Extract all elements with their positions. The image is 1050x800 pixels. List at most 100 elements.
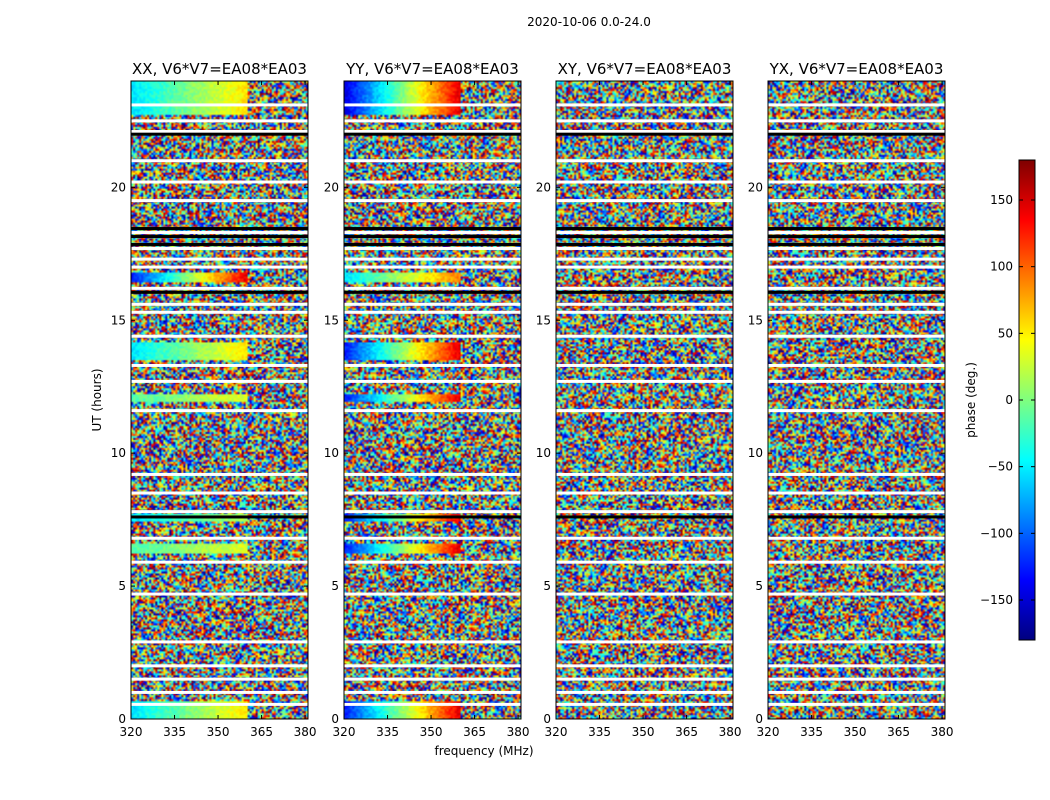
flagged-row [131, 132, 308, 136]
blank-row [131, 409, 308, 413]
panel-0: XX, V6*V7=EA08*EA03 320 335 350 365 380 0 5 10 15… [111, 60, 317, 739]
blank-row [344, 130, 521, 134]
blank-row [556, 702, 733, 706]
panel-2: XY, V6*V7=EA08*EA03 320 335 350 365 380 0 5 10 15… [536, 60, 742, 739]
blank-row [344, 310, 521, 314]
x-tick-label: 365 [675, 725, 698, 739]
colorbar-label: phase (deg.) [964, 362, 978, 438]
x-tick-label: 320 [120, 725, 143, 739]
blank-row [556, 640, 733, 644]
y-tick-label: 15 [111, 313, 126, 327]
panel-title: YY, V6*V7=EA08*EA03 [345, 60, 519, 78]
blank-row [768, 690, 945, 694]
blank-row [556, 409, 733, 413]
colorbar-tick-label: 100 [990, 260, 1013, 274]
y-tick-label: 0 [118, 712, 126, 726]
x-tick-label: 380 [931, 725, 954, 739]
flagged-row [131, 242, 308, 246]
blank-row [131, 257, 308, 261]
flagged-row [556, 515, 733, 519]
blank-row [344, 334, 521, 338]
y-tick-label: 10 [536, 446, 551, 460]
blank-row [131, 180, 308, 184]
blank-row [131, 592, 308, 596]
y-tick-label: 20 [536, 180, 551, 194]
colorbar-tick-label: 0 [1005, 393, 1013, 407]
x-tick-label: 350 [844, 725, 867, 739]
blank-row [131, 310, 308, 314]
blank-row [556, 246, 733, 250]
blank-row [131, 119, 308, 123]
blank-row [768, 409, 945, 413]
blank-row [556, 103, 733, 107]
blank-row [556, 130, 733, 134]
blank-row [131, 334, 308, 338]
colorbar-tick-label: −150 [980, 593, 1013, 607]
blank-row [556, 199, 733, 203]
colorbar-ticks: −150 −100 −50 0 50 100 150 [980, 193, 1035, 607]
flagged-row [556, 242, 733, 246]
blank-row [768, 536, 945, 540]
blank-row [768, 702, 945, 706]
blank-row [344, 409, 521, 413]
y-axis-label: UT (hours) [90, 368, 104, 431]
blank-row [768, 379, 945, 383]
y-tick-label: 20 [111, 180, 126, 194]
y-tick-label: 10 [111, 446, 126, 460]
blank-row [344, 302, 521, 306]
blank-row [768, 302, 945, 306]
panel-frame [343, 80, 522, 720]
panels: XX, V6*V7=EA08*EA03 320 335 350 365 380 0 5 10 15… [111, 60, 954, 739]
blank-row [768, 257, 945, 261]
flagged-row [131, 290, 308, 294]
blank-row [768, 677, 945, 681]
blank-row [768, 310, 945, 314]
x-tick-label: 320 [757, 725, 780, 739]
x-tick-label: 320 [333, 725, 356, 739]
flagged-row [131, 515, 308, 519]
blank-row [556, 592, 733, 596]
blank-row [556, 379, 733, 383]
blank-row [131, 103, 308, 107]
flagged-row [131, 227, 308, 231]
blank-row [131, 560, 308, 564]
phase-heatmap-image [556, 81, 733, 719]
blank-row [131, 702, 308, 706]
y-tick-label: 0 [543, 712, 551, 726]
y-tick-label: 0 [331, 712, 339, 726]
blank-row [556, 302, 733, 306]
blank-row [344, 180, 521, 184]
flagged-row [131, 235, 308, 239]
y-tick-label: 5 [118, 579, 126, 593]
blank-row [131, 199, 308, 203]
colorbar-tick-label: −100 [980, 526, 1013, 540]
y-tick-label: 10 [748, 446, 763, 460]
colorbar-tick-label: −50 [988, 460, 1013, 474]
x-tick-label: 350 [420, 725, 443, 739]
blank-row [344, 510, 521, 514]
blank-row [556, 536, 733, 540]
y-tick-label: 0 [755, 712, 763, 726]
flagged-row [344, 515, 521, 519]
blank-row [768, 664, 945, 668]
x-tick-label: 380 [294, 725, 317, 739]
blank-row [768, 265, 945, 269]
x-tick-label: 365 [250, 725, 273, 739]
blank-row [768, 640, 945, 644]
x-tick-label: 365 [463, 725, 486, 739]
blank-row [344, 246, 521, 250]
blank-row [556, 286, 733, 290]
colorbar: −150 −100 −50 0 50 100 150 phase (deg.) [964, 159, 1036, 641]
panel-title: XY, V6*V7=EA08*EA03 [558, 60, 732, 78]
blank-row [768, 491, 945, 495]
blank-row [131, 302, 308, 306]
blank-row [556, 310, 733, 314]
blank-row [131, 491, 308, 495]
blank-row [344, 286, 521, 290]
panel-3: YX, V6*V7=EA08*EA03 320 335 350 365 380 0 5 10 15… [748, 60, 954, 739]
blank-row [344, 199, 521, 203]
blank-row [344, 640, 521, 644]
blank-row [131, 677, 308, 681]
blank-row [556, 690, 733, 694]
blank-row [556, 472, 733, 476]
